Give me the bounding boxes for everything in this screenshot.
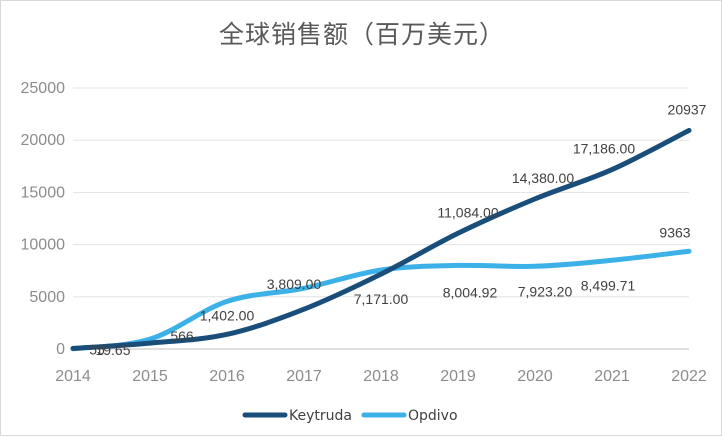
y-tick-label: 15000 (21, 184, 66, 201)
keytruda-data-label: 3,809.00 (267, 276, 322, 292)
y-tick-label: 25000 (21, 80, 66, 97)
keytruda-data-label: 566 (170, 328, 194, 344)
x-tick-label: 2015 (132, 368, 168, 385)
keytruda-data-label: 14,380.00 (512, 170, 574, 186)
opdivo-data-label: 8,499.71 (581, 277, 636, 293)
opdivo-data-label: 19.65 (95, 342, 130, 358)
opdivo-series-line (70, 248, 692, 352)
x-tick-label: 2018 (363, 368, 399, 385)
keytruda-data-label: 20937 (668, 101, 707, 117)
legend-label-keytruda: Keytruda (289, 408, 352, 424)
y-tick-label: 0 (56, 341, 65, 358)
x-tick-label: 2016 (209, 368, 245, 385)
keytruda-data-label: 11,084.00 (437, 204, 498, 220)
keytruda-series-line (70, 127, 692, 351)
y-tick-label: 10000 (21, 237, 66, 254)
keytruda-data-label: 17,186.00 (573, 141, 635, 157)
x-tick-label: 2019 (440, 368, 476, 385)
legend-label-opdivo: Opdivo (408, 408, 458, 424)
opdivo-data-label: 9363 (659, 224, 690, 240)
chart-title: 全球销售额（百万美元） (218, 20, 505, 49)
opdivo-data-label: 8,004.92 (443, 284, 498, 300)
x-tick-label: 2017 (286, 368, 322, 385)
keytruda-data-label: 1,402.00 (200, 307, 255, 323)
keytruda-data-label: 7,171.00 (354, 291, 409, 307)
y-tick-label: 20000 (21, 132, 66, 149)
keytruda-data-label: 55 (89, 341, 105, 357)
x-tick-label: 2020 (517, 368, 553, 385)
x-tick-label: 2014 (55, 368, 91, 385)
opdivo-data-label: 7,923.20 (518, 283, 573, 299)
y-tick-label: 5000 (29, 289, 65, 306)
x-tick-label: 2021 (594, 368, 630, 385)
x-tick-label: 2022 (671, 368, 707, 385)
